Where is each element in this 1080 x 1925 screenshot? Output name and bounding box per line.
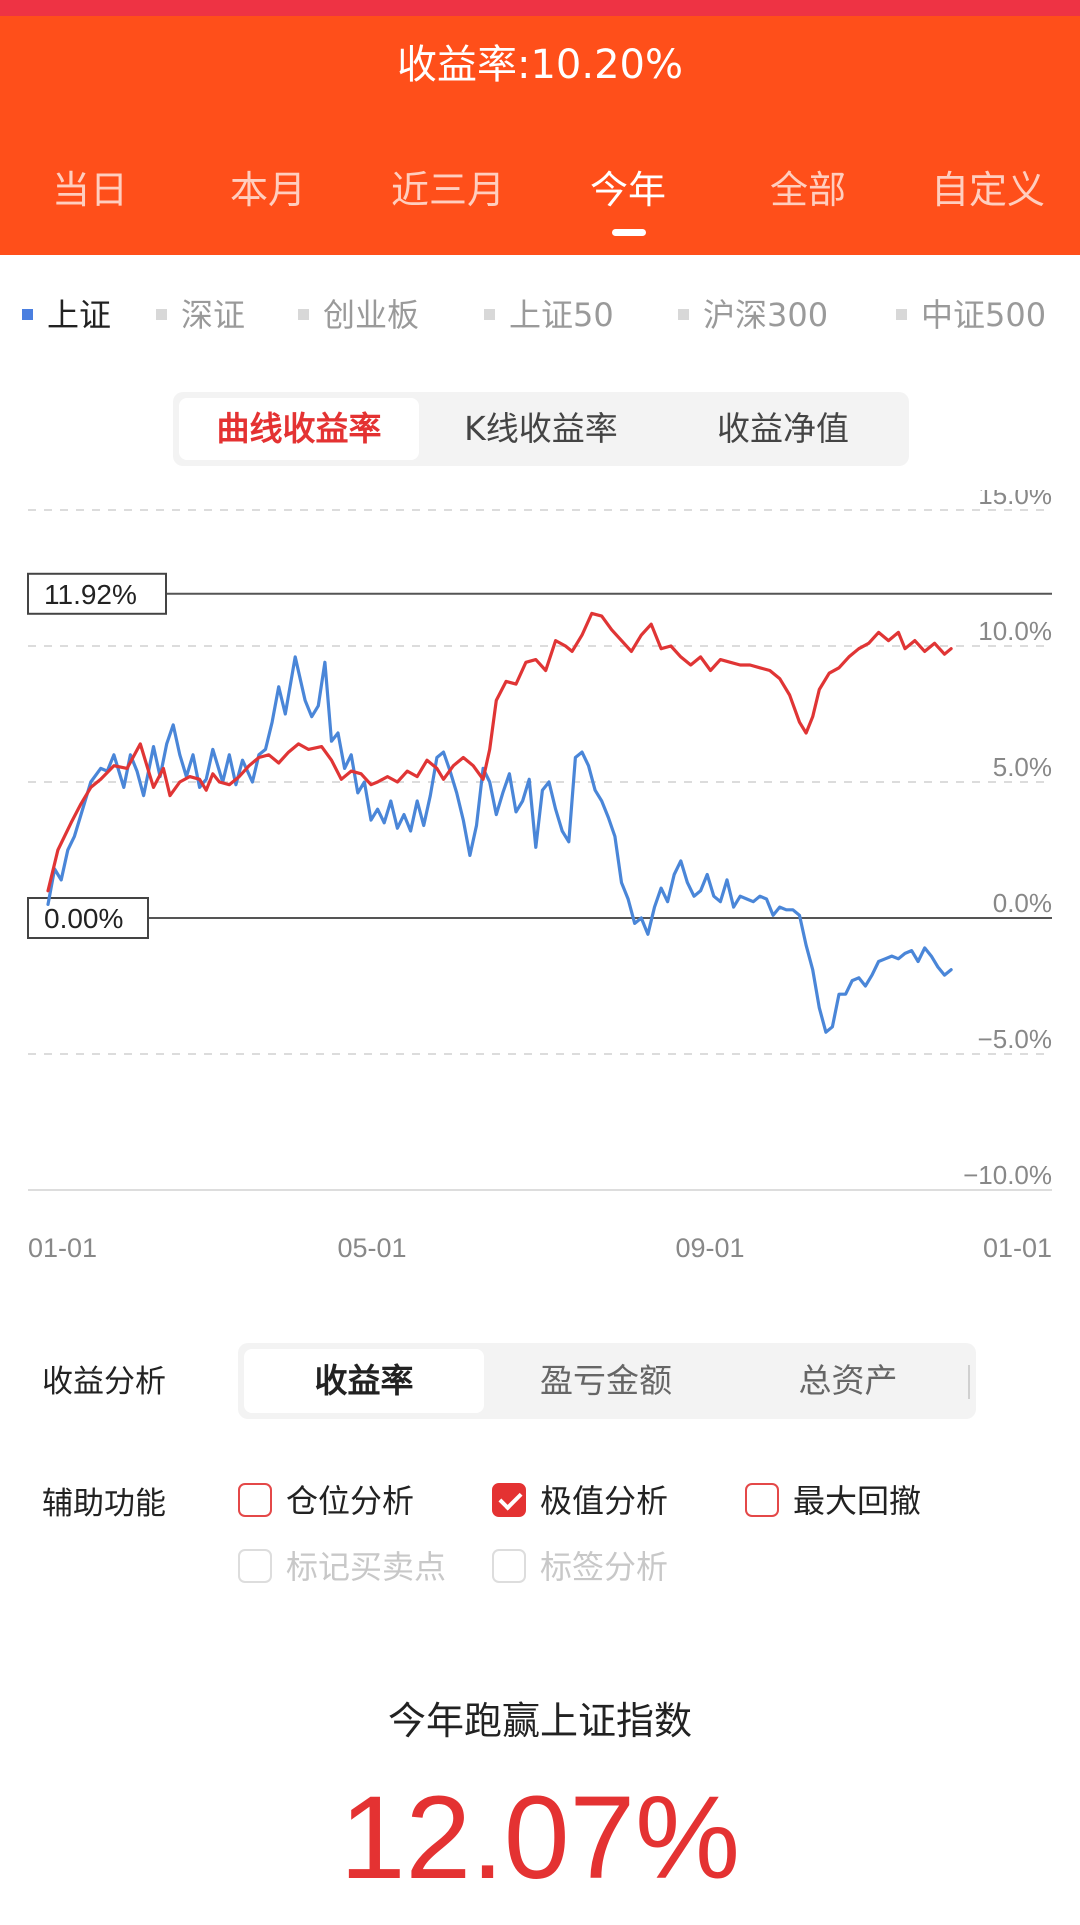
return-chart: 15.0% 10.0% 5.0% 0.0% −5.0% −10.0% 11.92% 0.00…	[27, 490, 1052, 1263]
index-chinext[interactable]: 创业板	[298, 285, 419, 345]
aux-label: 辅助功能	[42, 1486, 166, 1522]
analysis-switch: 收益率 盈亏金额 总资产	[238, 1343, 976, 1419]
x-tick-label: 05-01	[337, 1233, 406, 1263]
index-sse50[interactable]: 上证50	[484, 285, 614, 345]
y-tick-label: 5.0%	[993, 752, 1052, 782]
y-tick-label: −10.0%	[963, 1160, 1052, 1190]
mark-trades-checkbox[interactable]: 标记买卖点	[238, 1544, 446, 1590]
account-return-line	[46, 611, 953, 893]
max-drawdown-checkbox[interactable]: 最大回撤	[745, 1478, 921, 1524]
checkbox-icon	[238, 1483, 272, 1517]
legend-square-icon	[678, 308, 689, 320]
period-tabs: 当日 本月 近三月 今年 全部 自定义	[0, 155, 1080, 225]
y-tick-label: −5.0%	[978, 1024, 1052, 1054]
index-shenzhen[interactable]: 深证	[156, 285, 245, 345]
beat-index-value: 12.07%	[339, 1772, 741, 1904]
legend-square-icon	[896, 308, 907, 320]
checkbox-icon	[238, 1549, 272, 1583]
index-csi300[interactable]: 沪深300	[678, 285, 828, 345]
tab-this-year[interactable]: 今年	[589, 168, 666, 212]
index-shanghai[interactable]: 上证	[22, 285, 111, 345]
tab-custom[interactable]: 自定义	[930, 168, 1045, 212]
legend-square-icon	[298, 308, 309, 320]
header: 收益率:10.20%	[0, 0, 1080, 255]
legend-square-icon	[22, 308, 33, 320]
marker-label-box	[27, 572, 167, 615]
analysis-label: 收益分析	[42, 1364, 166, 1400]
index-selector: 上证 深证 创业板 上证50 沪深300 中证500	[0, 285, 1080, 345]
beat-index-label: 今年跑赢上证指数	[387, 1699, 692, 1743]
tab-3-months[interactable]: 近三月	[390, 168, 505, 212]
active-tab-indicator	[612, 229, 646, 236]
return-rate-title: 收益率:10.20%	[397, 42, 683, 88]
tab-this-month[interactable]: 本月	[229, 168, 306, 212]
marker-label: 11.92%	[44, 579, 137, 610]
chart-mode-switch: 曲线收益率 K线收益率 收益净值	[173, 392, 909, 466]
x-tick-label: 09-01	[675, 1233, 744, 1263]
tab-today[interactable]: 当日	[51, 168, 128, 212]
x-tick-label: 01-01	[983, 1233, 1052, 1263]
y-tick-label: 0.0%	[993, 888, 1052, 918]
extreme-analysis-checkbox[interactable]: 极值分析	[492, 1478, 668, 1524]
analysis-return[interactable]: 收益率	[244, 1349, 484, 1413]
checkbox-icon	[745, 1483, 779, 1517]
legend-square-icon	[484, 308, 495, 320]
position-analysis-checkbox[interactable]: 仓位分析	[238, 1478, 414, 1524]
status-strip	[0, 0, 1080, 16]
checkbox-checked-icon	[492, 1483, 526, 1517]
tab-all[interactable]: 全部	[769, 168, 846, 212]
mode-kline-return[interactable]: K线收益率	[464, 409, 618, 448]
checkbox-icon	[492, 1549, 526, 1583]
y-tick-label: 15.0%	[978, 490, 1052, 510]
mode-net-value[interactable]: 收益净值	[717, 409, 849, 448]
index-return-line	[46, 655, 953, 1034]
legend-square-icon	[156, 308, 167, 320]
tag-analysis-checkbox[interactable]: 标签分析	[492, 1544, 668, 1590]
mode-curve-return[interactable]: 曲线收益率	[179, 398, 419, 460]
analysis-profit-amount[interactable]: 盈亏金额	[540, 1361, 672, 1400]
index-csi500[interactable]: 中证500	[896, 285, 1046, 345]
x-tick-label: 01-01	[28, 1233, 97, 1263]
y-tick-label: 10.0%	[978, 616, 1052, 646]
analysis-total-assets[interactable]: 总资产	[798, 1361, 898, 1400]
segment-divider	[968, 1365, 970, 1399]
marker-label: 0.00%	[44, 903, 123, 934]
